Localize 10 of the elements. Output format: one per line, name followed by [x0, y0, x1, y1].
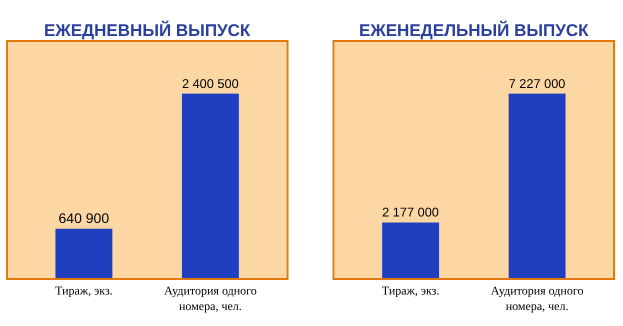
- data-label: 2 400 500: [182, 76, 239, 91]
- chart-title: ЕЖЕНЕДЕЛЬНЫЙ ВЫПУСК: [359, 20, 590, 40]
- x-tick-label: Тираж, экз.: [382, 283, 440, 298]
- data-label: 2 177 000: [382, 204, 439, 220]
- x-tick-label: Аудитория одного номера, чел.: [490, 283, 584, 313]
- x-tick-label: Аудитория одного номера, чел.: [164, 283, 257, 313]
- x-tick-label: Тираж, экз.: [55, 283, 113, 298]
- data-label: 640 900: [58, 210, 110, 226]
- chart-title: ЕЖЕДНЕВНЫЙ ВЫПУСК: [44, 20, 251, 40]
- data-label: 7 227 000: [508, 76, 566, 91]
